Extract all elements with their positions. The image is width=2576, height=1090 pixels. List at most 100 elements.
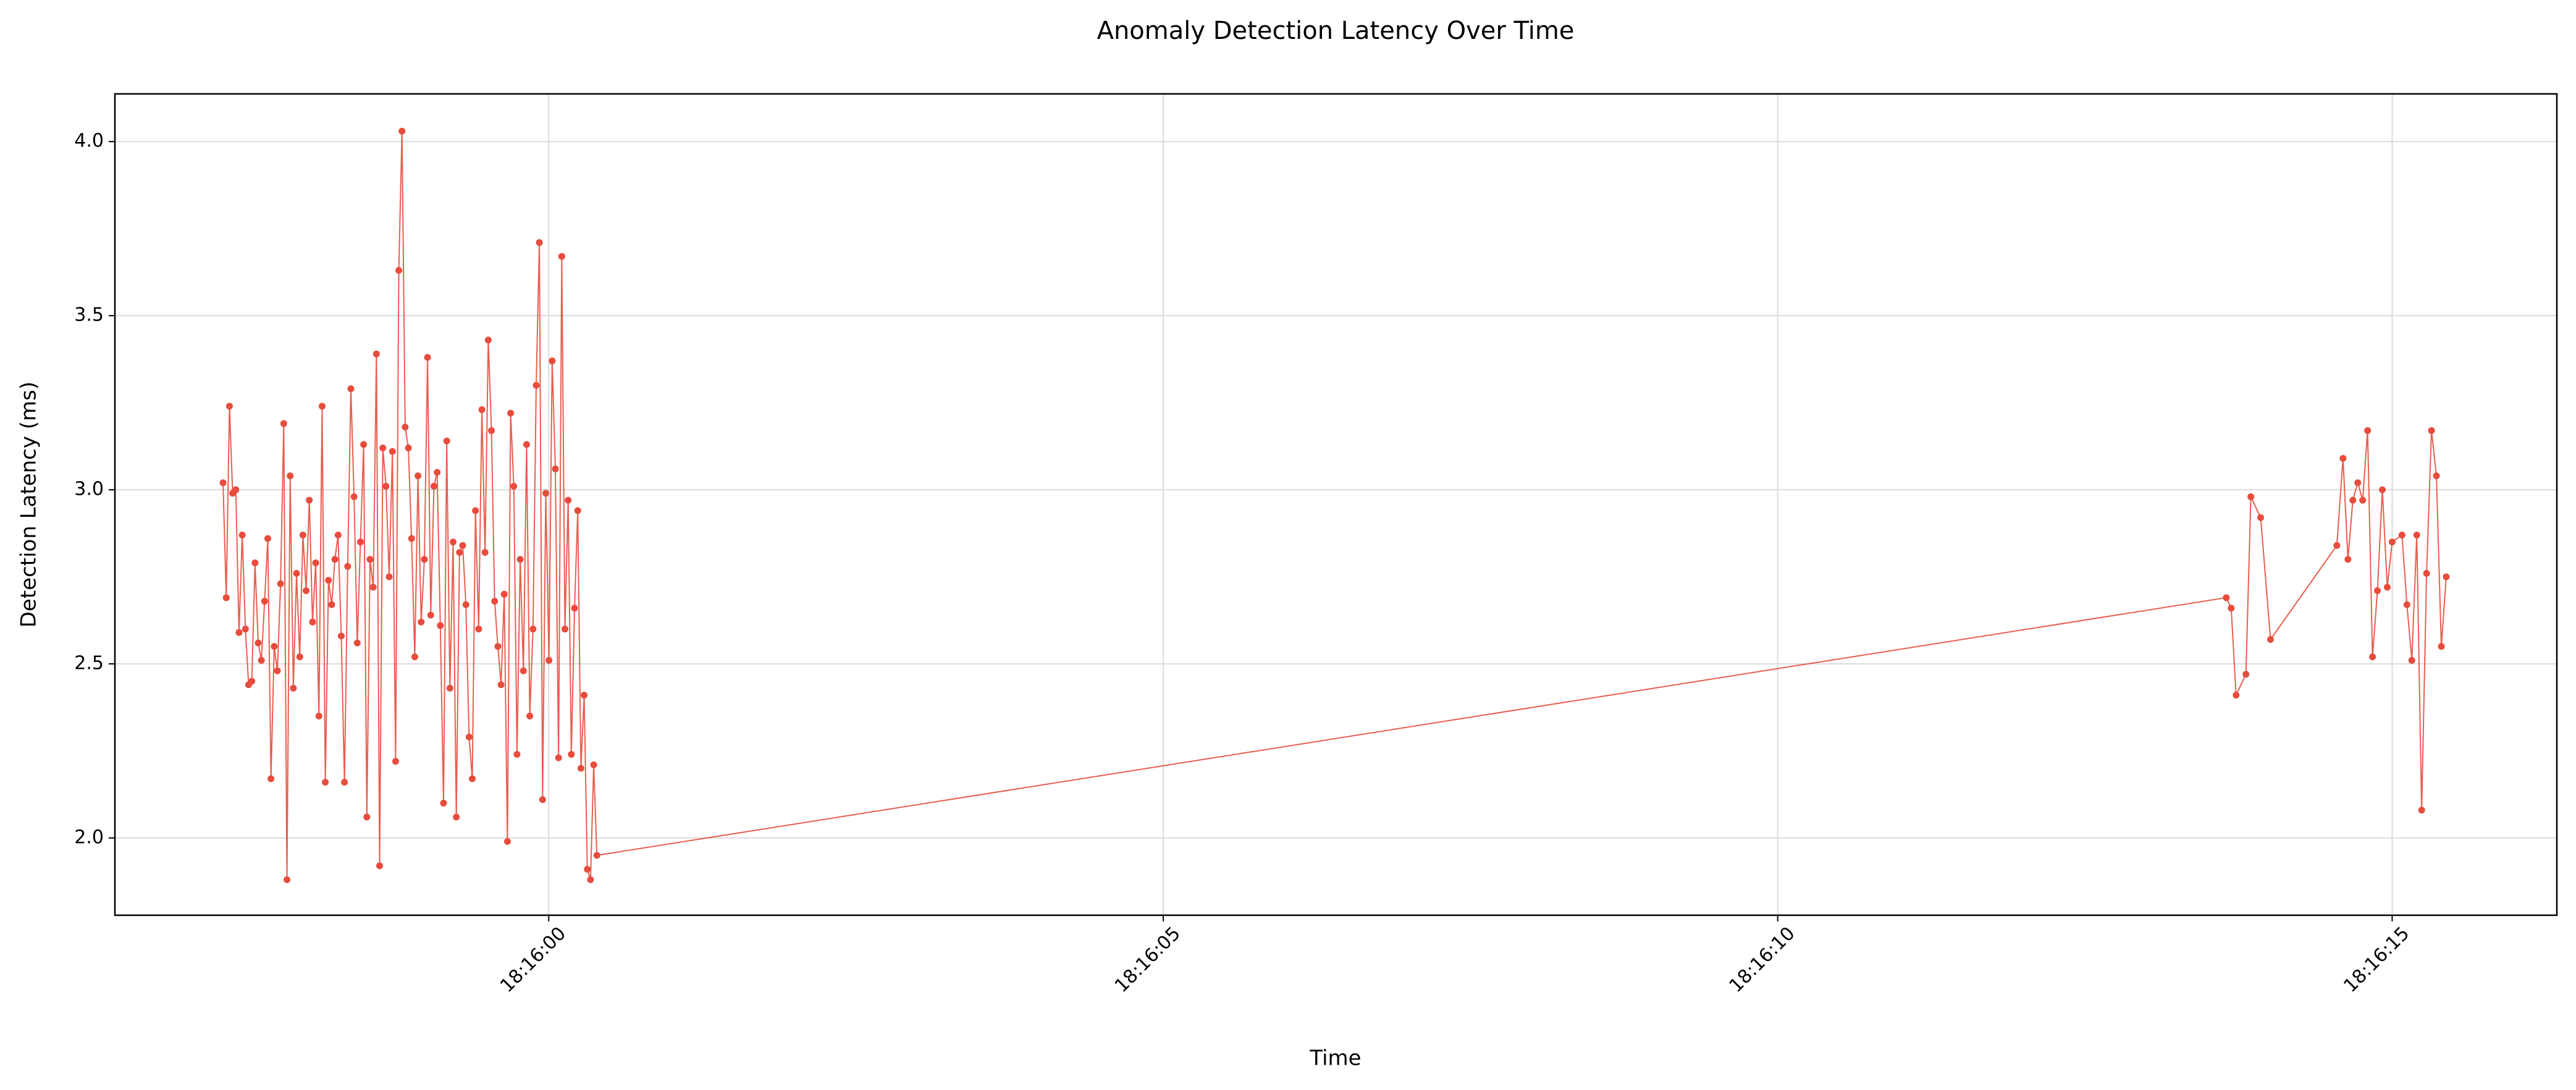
- data-point: [267, 775, 275, 782]
- data-point: [2233, 692, 2240, 699]
- data-point: [2418, 807, 2425, 814]
- data-point: [2383, 584, 2391, 591]
- data-point: [366, 556, 374, 563]
- data-point: [520, 667, 527, 674]
- data-point: [303, 587, 310, 595]
- data-point: [549, 357, 556, 364]
- data-point: [344, 563, 351, 570]
- data-point: [287, 472, 294, 479]
- data-point: [405, 444, 412, 451]
- axes-frame: [114, 93, 2558, 916]
- data-point: [309, 618, 316, 626]
- data-point: [2388, 539, 2396, 546]
- data-point: [421, 556, 428, 563]
- data-point: [284, 876, 291, 883]
- data-point: [232, 486, 240, 493]
- data-point: [510, 482, 518, 490]
- data-point: [539, 796, 546, 803]
- data-point: [581, 692, 588, 699]
- data-point: [478, 406, 486, 413]
- data-point: [363, 813, 371, 821]
- data-point: [382, 482, 390, 490]
- data-point: [398, 127, 406, 135]
- data-point: [350, 493, 358, 500]
- data-point: [529, 626, 537, 633]
- data-point: [475, 626, 482, 633]
- data-point: [2247, 493, 2255, 500]
- data-point: [434, 469, 441, 476]
- data-point: [296, 653, 303, 661]
- data-point: [2349, 497, 2357, 504]
- data-point: [385, 573, 393, 581]
- data-point: [389, 448, 396, 455]
- data-point: [271, 643, 278, 650]
- x-axis-label: Time: [1309, 1046, 1361, 1071]
- data-point: [2413, 531, 2420, 539]
- data-point: [568, 751, 575, 758]
- data-point: [472, 507, 479, 514]
- data-point: [2433, 472, 2440, 479]
- data-point: [2408, 656, 2415, 664]
- data-point: [2379, 486, 2386, 493]
- data-point: [584, 866, 591, 873]
- data-point: [545, 656, 553, 664]
- data-point: [2374, 587, 2381, 595]
- data-point: [261, 597, 268, 605]
- data-point: [299, 531, 306, 539]
- data-point: [222, 594, 230, 602]
- data-point: [318, 403, 326, 410]
- data-point: [2423, 569, 2430, 577]
- data-point: [491, 597, 499, 605]
- data-point: [555, 754, 562, 761]
- data-point: [2339, 455, 2347, 462]
- data-point: [235, 629, 243, 636]
- data-point: [322, 779, 329, 786]
- data-point: [507, 409, 515, 417]
- data-point: [449, 539, 457, 546]
- data-point: [427, 611, 434, 619]
- data-point: [465, 733, 473, 740]
- data-point: [306, 497, 313, 504]
- data-point: [558, 253, 565, 260]
- data-point: [2369, 653, 2376, 661]
- y-tick-label: 4.0: [74, 130, 104, 152]
- data-point: [379, 444, 387, 451]
- data-point: [274, 667, 281, 674]
- data-point: [255, 639, 262, 647]
- data-point: [325, 577, 332, 584]
- data-point: [562, 626, 569, 633]
- data-point: [536, 239, 543, 246]
- data-point: [523, 441, 530, 448]
- data-point: [277, 580, 284, 587]
- data-point: [392, 758, 399, 765]
- data-point: [2333, 542, 2341, 549]
- data-point: [312, 559, 319, 566]
- data-point: [264, 535, 271, 542]
- data-point: [293, 569, 300, 577]
- data-point: [437, 622, 444, 629]
- data-point: [484, 337, 492, 344]
- data-point: [248, 677, 256, 685]
- data-point: [574, 507, 581, 514]
- data-point: [500, 590, 508, 598]
- data-point: [238, 531, 246, 539]
- data-point: [2267, 635, 2274, 643]
- data-point: [2403, 601, 2410, 608]
- data-point: [565, 497, 572, 504]
- data-point: [503, 837, 511, 845]
- data-point: [356, 539, 364, 546]
- data-point: [225, 403, 233, 410]
- y-tick-label: 2.5: [74, 652, 104, 674]
- data-point: [2398, 531, 2406, 539]
- data-point: [402, 424, 409, 431]
- data-point: [2228, 605, 2235, 612]
- data-point: [2428, 427, 2435, 434]
- data-point: [552, 465, 559, 472]
- data-point: [459, 542, 466, 549]
- data-point: [2438, 643, 2445, 650]
- data-point: [577, 765, 584, 772]
- data-point: [334, 531, 342, 539]
- data-point: [488, 427, 495, 434]
- y-tick-label: 3.0: [74, 479, 104, 500]
- data-point: [337, 632, 345, 640]
